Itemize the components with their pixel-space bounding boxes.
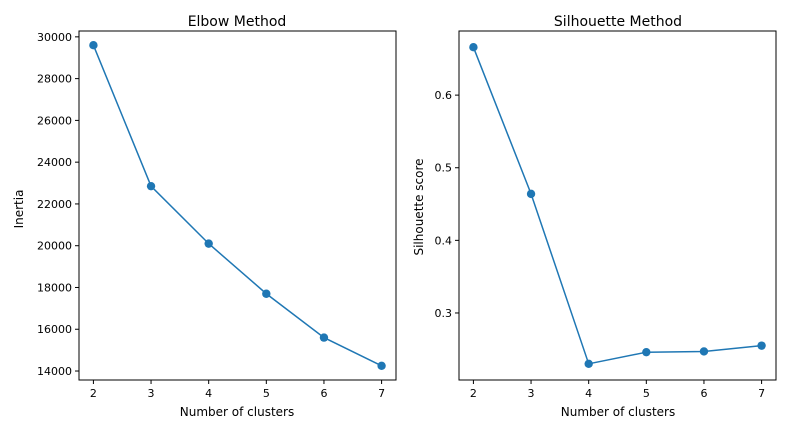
elbow-chart-ticks: 2 3 4 5 6 7 14000 16000 18000 20000 22000 24000 2600… [37,31,385,400]
silhouette-chart-ytick-label: 0.3 [435,307,453,320]
elbow-chart-ytick-label: 22000 [37,198,72,211]
elbow-chart-series-line [92,44,382,367]
silhouette-chart-data-point [584,359,593,369]
elbow-chart-ytick-label: 30000 [37,31,72,44]
silhouette-chart-xlabel: Number of clusters [561,405,675,419]
elbow-chart-xtick-label: 5 [263,387,270,400]
elbow-chart: Elbow Method Number of clusters Inertia … [12,14,397,419]
elbow-chart-marks [89,41,386,370]
silhouette-chart-marks [469,42,766,369]
elbow-chart-ytick-label: 26000 [37,114,72,127]
elbow-chart-xlabel: Number of clusters [180,405,294,419]
silhouette-chart-data-point [469,42,478,52]
silhouette-chart-title: Silhouette Method [554,14,682,30]
elbow-chart-data-point [262,289,271,298]
elbow-chart-xtick-label: 7 [378,387,385,400]
silhouette-chart-data-point [699,347,709,356]
silhouette-chart-ytick-label: 0.5 [435,162,453,175]
silhouette-chart-xtick-label: 2 [470,387,477,400]
silhouette-chart-ylabel: Silhouette score [412,158,426,255]
elbow-chart-xtick-label: 6 [320,387,327,400]
elbow-chart-ytick-label: 18000 [37,281,72,294]
silhouette-chart-xtick-label: 4 [585,387,592,400]
silhouette-chart-xtick-label: 7 [758,387,765,400]
elbow-chart-xtick-label: 4 [205,387,212,400]
elbow-chart-ytick-label: 24000 [37,156,72,169]
silhouette-chart-ticks: 2 3 4 5 6 7 0.3 0.4 0.5 0.6 [435,89,766,400]
silhouette-chart-series-line [472,46,762,365]
elbow-chart-xtick-label: 2 [90,387,97,400]
silhouette-chart-xtick-label: 5 [643,387,650,400]
silhouette-chart-frame [458,30,777,381]
elbow-chart-data-point [377,361,386,370]
elbow-chart-data-point [146,181,156,191]
silhouette-chart-ytick-label: 0.4 [435,234,453,247]
silhouette-chart-ytick-label: 0.6 [435,89,453,102]
elbow-chart-ytick-label: 16000 [37,323,72,336]
elbow-chart-xtick-label: 3 [148,387,155,400]
elbow-chart-data-point [204,239,213,248]
silhouette-chart-data-point [757,341,766,350]
elbow-chart-ytick-label: 14000 [37,365,72,378]
silhouette-chart: Silhouette Method Number of clusters Sil… [412,14,777,419]
elbow-chart-frame [78,30,397,381]
silhouette-chart-data-point [526,189,536,199]
elbow-chart-data-point [319,333,329,342]
elbow-chart-ytick-label: 20000 [37,240,72,253]
elbow-chart-data-point [89,41,98,50]
elbow-chart-ytick-label: 28000 [37,73,72,86]
silhouette-chart-data-point [642,347,651,357]
silhouette-chart-xtick-label: 3 [528,387,535,400]
silhouette-chart-xtick-label: 6 [700,387,707,400]
elbow-chart-ylabel: Inertia [12,190,26,229]
elbow-chart-title: Elbow Method [188,14,287,30]
